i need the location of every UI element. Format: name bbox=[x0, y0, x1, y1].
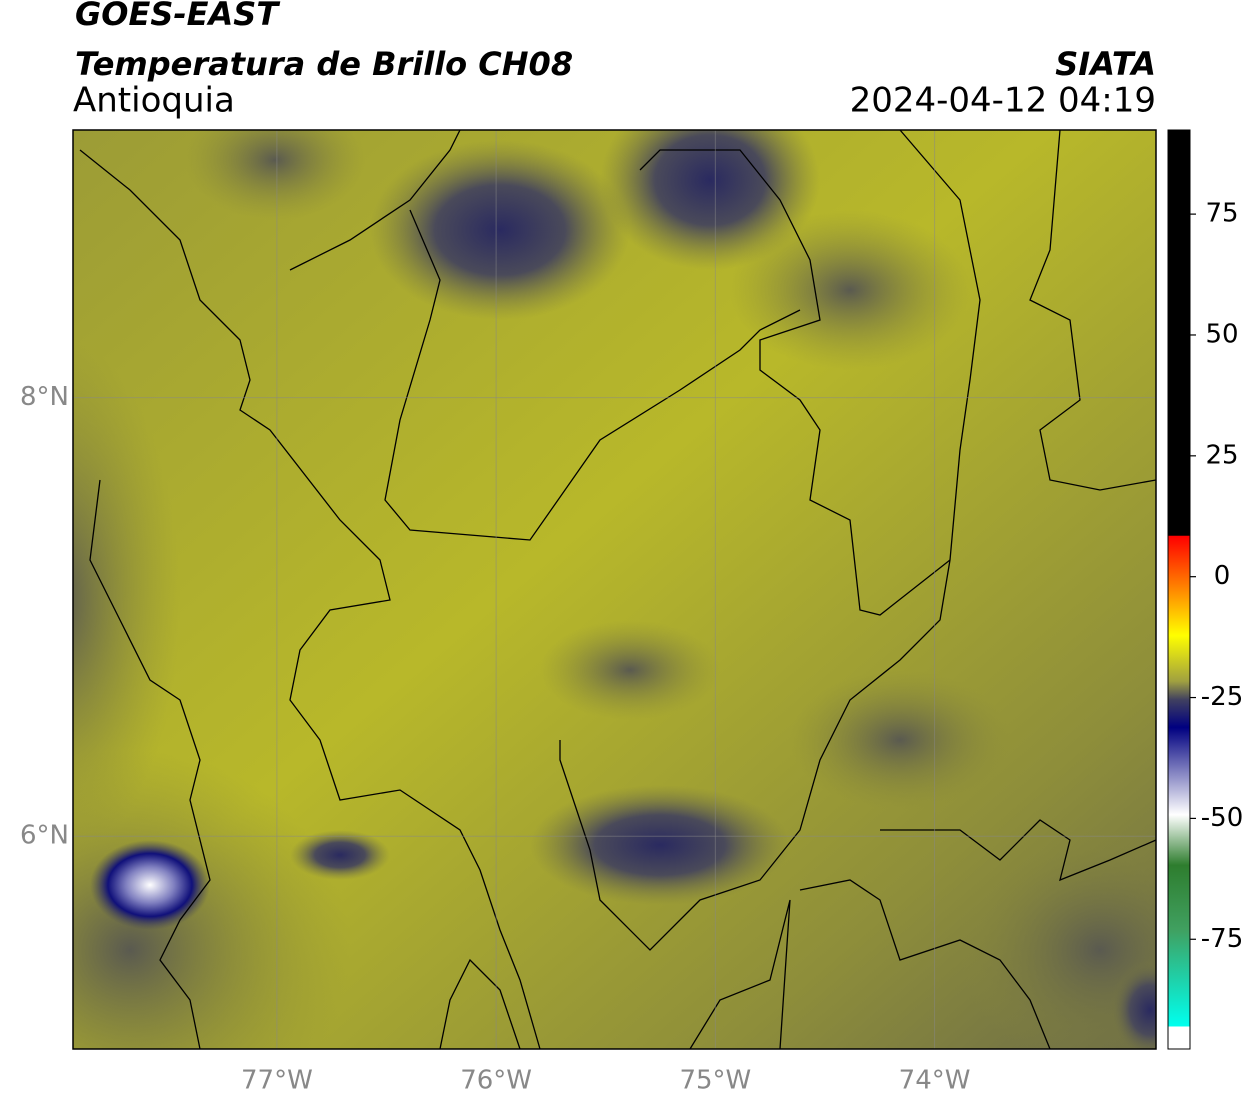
subtitle: Temperatura de Brillo CH08 bbox=[75, 45, 573, 83]
x-tick-label: 76°W bbox=[460, 1066, 532, 1096]
colorbar-tick-label: -75 bbox=[1201, 924, 1243, 954]
colorbar-tick-label: -25 bbox=[1201, 682, 1243, 712]
title: GOES-EAST bbox=[75, 0, 280, 33]
timestamp: 2024-04-12 04:19 bbox=[850, 81, 1156, 121]
borders bbox=[79, 130, 1156, 1049]
y-tick-label: 6°N bbox=[20, 821, 69, 851]
region: Antioquia bbox=[73, 81, 235, 121]
colorbar-tick-label: 25 bbox=[1205, 440, 1238, 470]
graticule bbox=[73, 130, 1156, 1049]
x-tick-label: 77°W bbox=[241, 1066, 313, 1096]
x-tick-label: 74°W bbox=[899, 1066, 971, 1096]
satellite-image bbox=[73, 130, 1156, 1049]
colorbar-tick-label: -50 bbox=[1201, 803, 1243, 833]
colorbar-tick-label: 75 bbox=[1205, 199, 1238, 229]
ticks: 77°W 76°W 75°W 74°W 8°N 6°N 75 50 25 0 -25 -50 -75 bbox=[20, 199, 1243, 1096]
x-tick-label: 75°W bbox=[679, 1066, 751, 1096]
y-tick-label: 8°N bbox=[20, 382, 69, 412]
plot-frame bbox=[72, 129, 1157, 1050]
colorbar-tick-label: 0 bbox=[1214, 561, 1231, 591]
organization: SIATA bbox=[1055, 45, 1156, 83]
colorbar bbox=[1167, 129, 1191, 1050]
colorbar-tick-label: 50 bbox=[1205, 319, 1238, 349]
